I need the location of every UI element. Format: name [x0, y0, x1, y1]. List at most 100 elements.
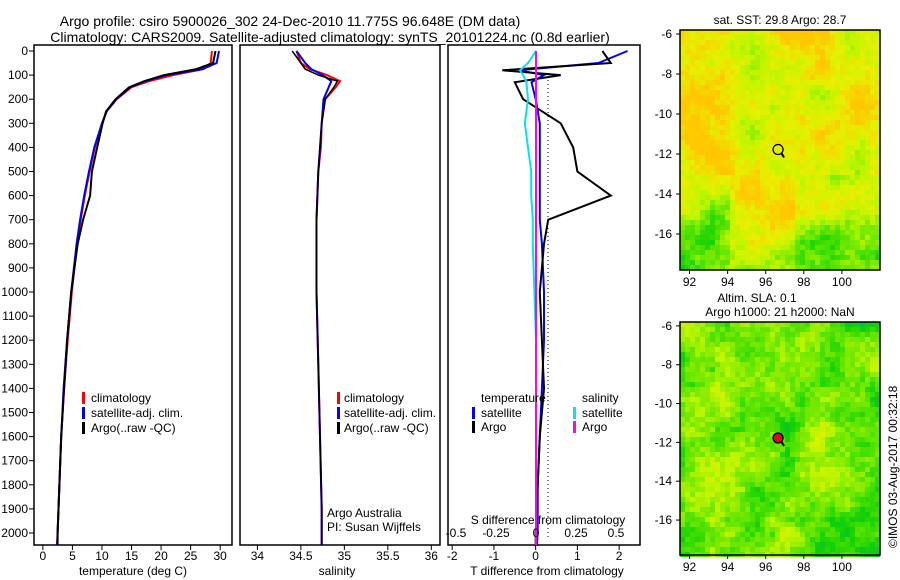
map-pixel	[775, 260, 780, 265]
map-pixel	[760, 215, 765, 220]
map-pixel	[700, 387, 705, 392]
map-pixel	[730, 447, 735, 452]
map-pixel	[750, 245, 755, 250]
map-pixel	[800, 55, 805, 60]
depth-tick-label: 800	[8, 237, 28, 251]
map-pixel	[775, 337, 780, 342]
map-pixel	[715, 200, 720, 205]
map-pixel	[845, 362, 850, 367]
map-pixel	[875, 60, 880, 65]
map-pixel	[755, 397, 760, 402]
map-pixel	[770, 190, 775, 195]
map-pixel	[695, 70, 700, 75]
map-pixel	[700, 125, 705, 130]
map-pixel	[830, 85, 835, 90]
map-pixel	[745, 225, 750, 230]
map-pixel	[680, 452, 685, 457]
map-pixel	[710, 327, 715, 332]
map-pixel	[785, 482, 790, 487]
map-pixel	[820, 442, 825, 447]
map-pixel	[830, 487, 835, 492]
map-pixel	[725, 265, 730, 270]
map-pixel	[770, 220, 775, 225]
map-pixel	[730, 210, 735, 215]
map-pixel	[850, 30, 855, 35]
map-pixel	[830, 327, 835, 332]
map-pixel	[725, 40, 730, 45]
map-pixel	[715, 447, 720, 452]
map-pixel	[750, 100, 755, 105]
map-pixel	[705, 110, 710, 115]
map-pixel	[730, 522, 735, 527]
map-pixel	[780, 180, 785, 185]
map-pixel	[800, 402, 805, 407]
map-pixel	[820, 427, 825, 432]
map-pixel	[720, 225, 725, 230]
map-pixel	[790, 225, 795, 230]
map-pixel	[865, 45, 870, 50]
map-pixel	[795, 195, 800, 200]
map-pixel	[825, 265, 830, 270]
map-pixel	[835, 30, 840, 35]
map-pixel	[785, 70, 790, 75]
map-pixel	[870, 230, 875, 235]
map-pixel	[805, 45, 810, 50]
map-pixel	[815, 327, 820, 332]
map-pixel	[785, 95, 790, 100]
map-pixel	[700, 357, 705, 362]
map-pixel	[760, 422, 765, 427]
map-pixel	[775, 55, 780, 60]
map-pixel	[755, 130, 760, 135]
map-pixel	[805, 70, 810, 75]
map-pixel	[810, 70, 815, 75]
map-pixel	[725, 512, 730, 517]
map-pixel	[760, 240, 765, 245]
map-pixel	[780, 342, 785, 347]
map-pixel	[720, 125, 725, 130]
map-pixel	[815, 165, 820, 170]
map-pixel	[715, 322, 720, 327]
map-pixel	[690, 35, 695, 40]
map-pixel	[685, 175, 690, 180]
map-pixel	[685, 195, 690, 200]
map-pixel	[765, 225, 770, 230]
map-pixel	[830, 522, 835, 527]
map-pixel	[825, 210, 830, 215]
map-pixel	[875, 205, 880, 210]
map-pixel	[760, 402, 765, 407]
map-pixel	[845, 407, 850, 412]
map-pixel	[765, 522, 770, 527]
map-pixel	[810, 135, 815, 140]
map-pixel	[760, 512, 765, 517]
map-pixel	[740, 342, 745, 347]
map-pixel	[860, 357, 865, 362]
map-pixel	[875, 115, 880, 120]
map-pixel	[740, 70, 745, 75]
map-pixel	[685, 517, 690, 522]
map-pixel	[795, 422, 800, 427]
map-pixel	[805, 402, 810, 407]
map-pixel	[745, 457, 750, 462]
map-pixel	[760, 467, 765, 472]
map-pixel	[750, 367, 755, 372]
map-pixel	[735, 105, 740, 110]
map-pixel	[845, 382, 850, 387]
map-pixel	[730, 240, 735, 245]
map-pixel	[855, 260, 860, 265]
map-pixel	[750, 230, 755, 235]
map-pixel	[795, 547, 800, 552]
lat-tick-label: -6	[661, 319, 672, 333]
map-pixel	[855, 437, 860, 442]
map-pixel	[800, 482, 805, 487]
map-pixel	[750, 165, 755, 170]
map-pixel	[855, 407, 860, 412]
map-pixel	[850, 467, 855, 472]
map-pixel	[685, 512, 690, 517]
map-pixel	[735, 65, 740, 70]
map-pixel	[860, 150, 865, 155]
map-pixel	[780, 230, 785, 235]
map-pixel	[820, 60, 825, 65]
map-pixel	[800, 522, 805, 527]
map-pixel	[800, 342, 805, 347]
map-pixel	[870, 347, 875, 352]
